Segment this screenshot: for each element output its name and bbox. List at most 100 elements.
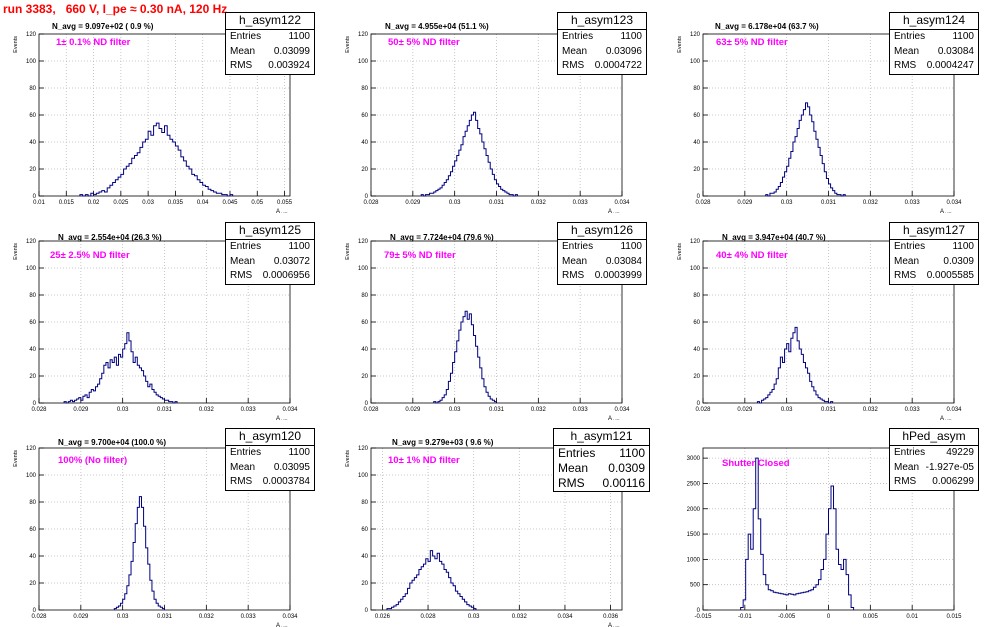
x-tick-label: 0.029 [73,407,89,413]
stats-entries-row: Entries 1100 [558,240,646,255]
stats-mean-label: Mean [230,45,256,57]
filter-label: 25± 2.5% ND filter [50,250,130,261]
x-tick-label: 0.055 [277,200,293,206]
y-tick-label: 40 [361,140,368,146]
stats-entries-row: Entries 1100 [554,446,649,461]
x-tick-label: 0.02 [88,200,100,206]
y-tick-label: 80 [29,86,36,92]
x-tick-label: 0.029 [73,614,89,620]
histogram-svg: 0.028 0.029 0.03 0.031 0.032 0.033 0.034 0 20 40 6… [677,239,962,420]
y-tick-label: 120 [358,446,369,452]
stats-entries-value: 1100 [620,31,642,42]
stats-entries-label: Entries [230,241,262,252]
x-tick-label: 0.031 [157,614,173,620]
x-tick-label: 0.034 [282,407,298,413]
x-tick-label: 0.032 [863,407,879,413]
x-tick-label: 0.031 [821,200,837,206]
filter-label: 79± 5% ND filter [384,250,456,261]
histogram-panel: 0.028 0.029 0.03 0.031 0.032 0.033 0.034 0 20 40 6… [332,213,664,420]
stats-mean-label: Mean [562,45,588,57]
x-tick-label: 0.036 [603,614,619,620]
y-axis-label: Events [13,36,19,53]
x-tick-label: 0.028 [31,407,47,413]
stats-box: h_asym123 Entries 1100 Mean 0.03096 RMS 0.0004… [557,12,647,75]
x-tick-label: -0.015 [694,614,712,620]
x-tick-label: -0.01 [738,614,752,620]
y-tick-label: 100 [358,59,369,65]
y-tick-label: 3000 [687,456,701,462]
x-tick-label: 0.03 [781,407,793,413]
stats-mean-row: Mean 0.03099 [226,45,314,60]
y-tick-label: 100 [358,473,369,479]
y-tick-label: 100 [26,59,37,65]
histogram-panel: 0.026 0.028 0.03 0.032 0.034 0.036 0 20 40 60 80 10… [332,420,664,627]
page-title: run 3383, 660 V, I_pe ≈ 0.30 nA, 120 Hz [3,2,228,16]
navg-label: N_avg = 6.178e+04 (63.7 %) [715,22,819,31]
stats-box: h_asym120 Entries 1100 Mean 0.03095 RMS 0.0003… [225,428,315,491]
stats-rms-row: RMS 0.0003784 [226,475,314,490]
stats-rms-row: RMS 0.0004247 [890,59,978,74]
y-tick-label: 80 [29,293,36,299]
stats-entries-row: Entries 1100 [890,240,978,255]
stats-entries-value: 1100 [620,241,642,252]
histogram-svg: -0.015 -0.01 -0.005 0 0.005 0.01 0.015 0 500 1000… [687,447,962,620]
stats-rms-value: 0.006299 [932,476,974,487]
y-tick-label: 40 [693,347,700,353]
y-tick-label: 0 [697,194,701,200]
filter-label: 50± 5% ND filter [388,37,460,48]
stats-mean-label: Mean [230,461,256,473]
histogram-panel: 0.01 0.015 0.02 0.025 0.03 0.035 0.04 0.045 0.05… [0,6,332,213]
x-tick-label: 0.032 [531,407,547,413]
stats-entries-value: 1100 [288,447,310,458]
filter-label: 10± 1% ND filter [388,455,460,466]
histogram-line [756,326,834,404]
stats-entries-value: 1100 [952,241,974,252]
stats-rms-row: RMS 0.0003999 [558,269,646,284]
y-tick-label: 120 [358,32,369,38]
histogram-line [386,550,477,610]
y-tick-label: 0 [365,401,369,407]
y-tick-label: 60 [29,113,36,119]
navg-label: N_avg = 9.700e+04 (100.0 %) [58,438,167,447]
y-tick-label: 40 [29,140,36,146]
x-tick-label: 0.032 [512,614,528,620]
stats-mean-value: 0.03096 [605,45,642,57]
y-tick-label: 0 [33,401,37,407]
y-tick-label: 80 [29,500,36,506]
y-tick-label: 40 [361,554,368,560]
stats-rms-row: RMS 0.0006956 [226,269,314,284]
stats-title: h_asym125 [226,223,314,240]
x-tick-label: 0.029 [405,200,421,206]
y-tick-label: 120 [358,239,369,245]
stats-mean-label: Mean [558,461,589,475]
x-tick-label: 0.028 [31,614,47,620]
x-tick-label: 0.035 [168,200,184,206]
y-tick-label: 1000 [687,557,701,563]
x-tick-label: 0.05 [251,200,263,206]
y-tick-label: 20 [361,581,368,587]
x-tick-label: 0.031 [489,407,505,413]
stats-rms-value: 0.0004247 [926,60,974,71]
y-tick-label: 120 [26,32,37,38]
histogram-svg: 0.028 0.029 0.03 0.031 0.032 0.033 0.034 0 20 40 6… [677,32,962,213]
stats-mean-row: Mean -1.927e-05 [890,461,978,476]
navg-label: N_avg = 7.724e+04 (79.6 %) [390,233,494,242]
y-tick-label: 20 [29,581,36,587]
x-tick-label: 0.033 [905,407,921,413]
x-tick-label: 0.031 [821,407,837,413]
x-tick-label: 0.032 [863,200,879,206]
y-tick-label: 60 [29,527,36,533]
stats-mean-value: 0.03099 [273,45,310,57]
stats-box: hPed_asym Entries 49229 Mean -1.927e-05 RMS 0.… [889,428,979,491]
y-tick-label: 20 [29,167,36,173]
x-tick-label: 0.034 [282,614,298,620]
x-axis-label: AUID [276,416,288,420]
y-tick-label: 2000 [687,507,701,513]
stats-mean-row: Mean 0.03084 [890,45,978,60]
x-tick-label: 0 [827,614,831,620]
stats-rms-label: RMS [230,476,253,487]
stats-entries-row: Entries 1100 [226,446,314,461]
stats-rms-row: RMS 0.00116 [554,476,649,491]
x-tick-label: 0.015 [59,200,75,206]
stats-title: h_asym121 [554,429,649,446]
